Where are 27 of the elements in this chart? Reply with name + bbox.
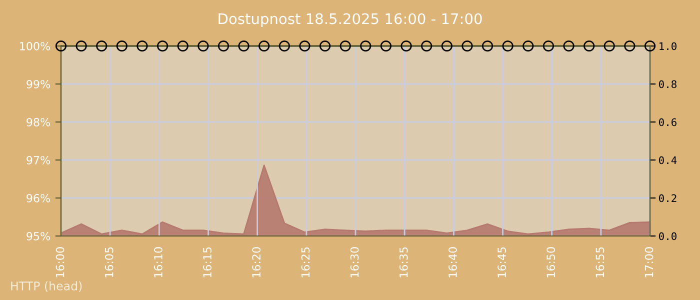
x-tick-label: 16:30 bbox=[350, 247, 359, 278]
x-tick-label: 17:00 bbox=[644, 247, 654, 278]
x-tick-label: 16:05 bbox=[104, 247, 114, 278]
x-tick-label: 16:55 bbox=[596, 247, 604, 278]
chart-title: Dostupnost 18.5.2025 16:00 - 17:00 bbox=[218, 13, 482, 28]
y2-tick-label: 0.8 bbox=[659, 80, 676, 88]
x-tick-label: 16:45 bbox=[498, 247, 506, 278]
y2-tick-label: 0.6 bbox=[659, 118, 676, 126]
y-tick-label: 97% bbox=[26, 156, 50, 164]
y2-tick-label: 0.0 bbox=[659, 232, 676, 240]
text: HTTP (head) bbox=[11, 281, 82, 292]
x-tick-label: 16:00 bbox=[56, 247, 64, 278]
x-tick-label: 16:40 bbox=[448, 247, 457, 278]
y-tick-label: 99% bbox=[26, 80, 50, 88]
x-tick-label: 16:20 bbox=[252, 247, 261, 278]
x-tick-label: 16:25 bbox=[301, 247, 310, 278]
y-tick-label: 95% bbox=[26, 232, 50, 240]
y-tick-label: 98% bbox=[26, 118, 50, 126]
y-tick-label: 96% bbox=[26, 194, 50, 202]
x-tick-label: 16:50 bbox=[546, 247, 556, 278]
y2-tick-label: 0.2 bbox=[659, 194, 676, 202]
x-tick-label: 16:15 bbox=[203, 247, 212, 278]
y2-tick-label: 1.0 bbox=[660, 42, 676, 50]
x-tick-label: 16:10 bbox=[154, 247, 162, 278]
y2-tick-label: 0.4 bbox=[659, 156, 677, 164]
x-tick-label: 16:35 bbox=[399, 247, 408, 278]
y-tick-label: 100% bbox=[20, 42, 50, 50]
